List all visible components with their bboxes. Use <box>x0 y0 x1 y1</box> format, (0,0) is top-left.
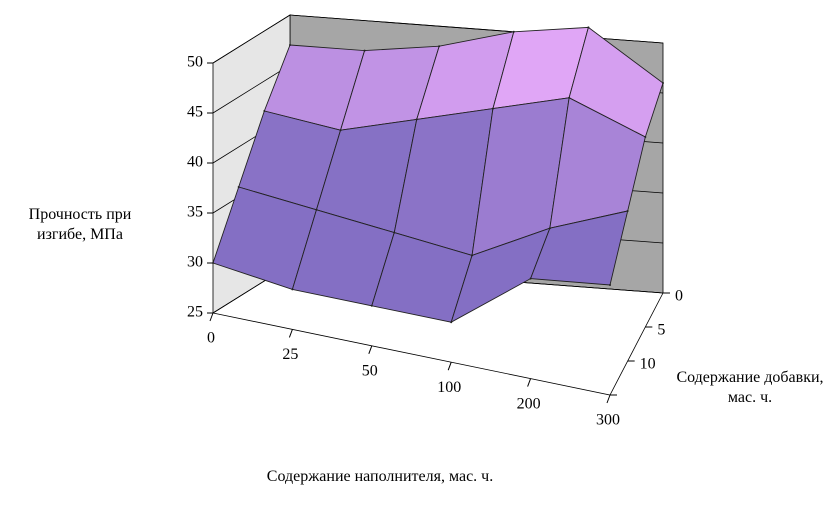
x-tick-label: 50 <box>362 362 378 379</box>
x-tick-label: 300 <box>596 412 620 429</box>
x-tick <box>606 394 611 404</box>
surface-vertex <box>471 254 474 257</box>
surface-vertex <box>626 210 629 212</box>
surface-vertex <box>529 277 532 280</box>
x-tick-label: 25 <box>282 346 298 363</box>
x-axis-label: Содержание наполнителя, мас. ч. <box>266 468 494 485</box>
surface-vertex <box>568 96 571 99</box>
z-tick-label: 25 <box>187 304 203 321</box>
surface-vertex <box>291 288 294 291</box>
x-tick-label: 200 <box>517 395 541 412</box>
z-tick-label: 35 <box>187 204 203 221</box>
x-tick <box>447 362 452 371</box>
surface-vertex <box>644 136 647 138</box>
surface-vertex <box>609 284 611 286</box>
x-tick <box>368 345 373 354</box>
z-tick-label: 50 <box>187 54 203 71</box>
depth-tick-label: 0 <box>675 288 683 305</box>
surface-vertex <box>438 45 441 48</box>
surface-vertex <box>237 186 240 188</box>
surface-vertex <box>315 208 318 211</box>
x-tick <box>209 312 214 322</box>
surface-vertex <box>587 26 590 29</box>
surface-vertex <box>339 129 342 132</box>
surface-vertex <box>512 30 515 33</box>
z-tick-label: 40 <box>187 154 203 171</box>
surface-vertex <box>393 231 396 234</box>
surface-vertex <box>662 82 664 84</box>
depth-tick-label: 10 <box>640 356 656 373</box>
x-tick-label: 100 <box>437 379 461 396</box>
z-tick-label: 30 <box>187 254 203 271</box>
surface-vertex <box>415 118 418 121</box>
surface-vertex <box>289 44 291 46</box>
x-tick <box>527 378 532 387</box>
z-axis-label: Прочность при изгибе, МПа <box>28 206 132 243</box>
depth-tick-label: 5 <box>657 322 665 339</box>
surface-vertex <box>450 321 453 324</box>
depth-axis-label: Содержание добавки, мас. ч. <box>676 369 824 406</box>
surface-vertex <box>491 107 494 110</box>
surface-vertex <box>370 304 373 307</box>
z-tick-label: 45 <box>187 104 203 121</box>
x-tick-label: 0 <box>207 330 215 347</box>
surface-vertex <box>363 49 366 52</box>
surface-vertex <box>212 262 214 264</box>
x-tick <box>288 329 293 338</box>
surface-vertex <box>263 110 266 112</box>
surface-vertex <box>548 227 551 230</box>
